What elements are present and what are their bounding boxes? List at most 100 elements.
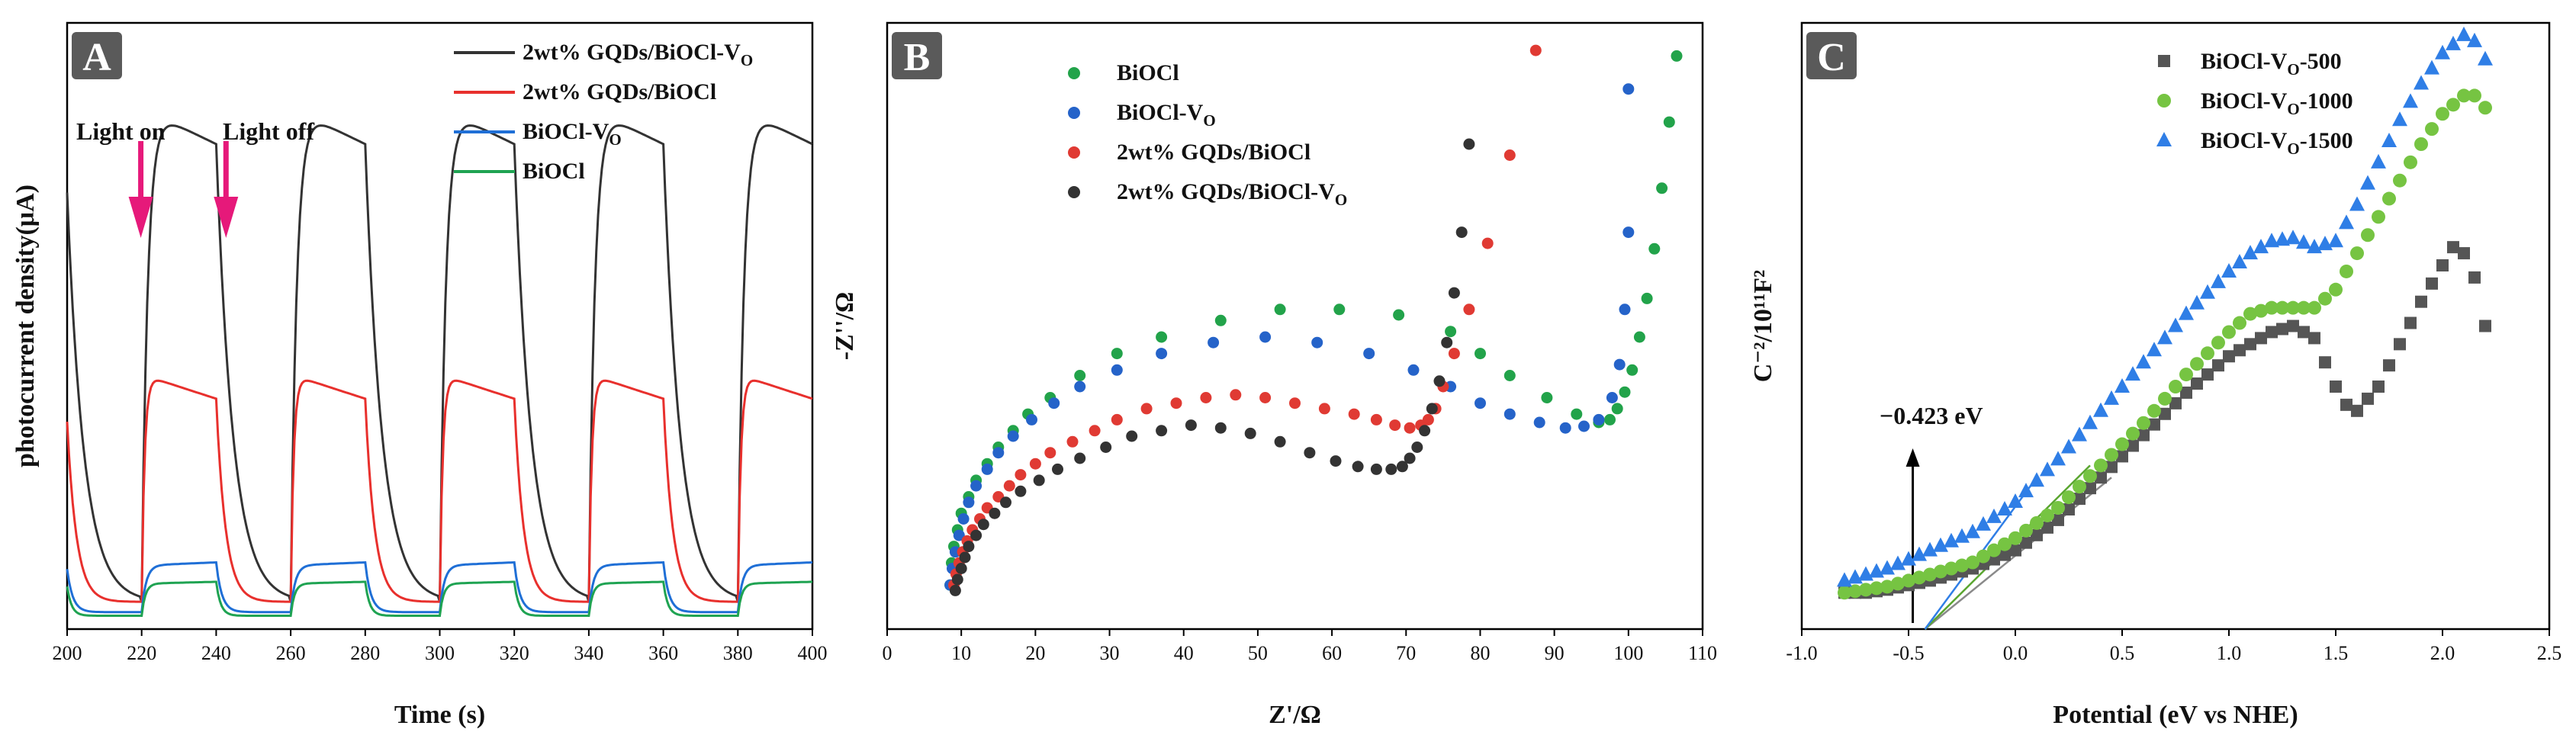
data-point-s0 — [1274, 303, 1286, 316]
data-point-s0 — [1571, 408, 1583, 420]
legend-swatch — [1068, 107, 1080, 119]
legend-swatch — [2156, 132, 2172, 146]
data-point-s2 — [1170, 397, 1182, 409]
data-point-s2 — [2232, 254, 2247, 269]
data-point-s3 — [1185, 419, 1197, 432]
data-point-s3 — [1433, 375, 1446, 387]
data-point-s1 — [2062, 490, 2076, 505]
data-point-s2 — [2349, 196, 2365, 211]
data-point-s2 — [2136, 354, 2151, 369]
data-point-s0 — [2063, 503, 2075, 515]
data-point-s1 — [1156, 348, 1168, 360]
data-point-s2 — [1463, 303, 1475, 316]
data-point-s1 — [1593, 413, 1605, 425]
data-point-s3 — [1463, 138, 1475, 150]
data-point-s1 — [2201, 346, 2214, 361]
data-point-s2 — [2435, 44, 2450, 59]
data-point-s2 — [2467, 32, 2482, 47]
data-point-s2 — [1289, 397, 1301, 409]
data-point-s2 — [2339, 214, 2354, 230]
data-point-s3 — [1448, 287, 1460, 299]
data-point-s0 — [2426, 277, 2438, 290]
legend-swatch — [1068, 186, 1080, 198]
data-point-s0 — [2404, 316, 2417, 329]
panel-badge — [1806, 32, 1857, 79]
data-point-s3 — [1033, 474, 1045, 486]
data-point-s0 — [2223, 350, 2235, 363]
data-point-s0 — [2180, 386, 2192, 399]
data-point-s1 — [2468, 88, 2481, 103]
data-point-s2 — [1901, 551, 1916, 566]
data-point-s2 — [2446, 35, 2461, 50]
plot-frame — [1800, 21, 2551, 631]
data-point-s3 — [963, 541, 975, 553]
data-point-s1 — [1208, 336, 1220, 348]
data-point-s0 — [1475, 348, 1486, 360]
x-tick-label-b: 100 — [1613, 642, 1643, 664]
data-point-s3 — [1074, 452, 1086, 464]
annotation-arrow-head — [128, 197, 153, 238]
legend-swatch — [2157, 94, 2171, 108]
data-point-s1 — [1998, 537, 2012, 551]
data-point-s0 — [2233, 344, 2246, 357]
data-point-s0 — [2020, 536, 2032, 549]
annotation-arrow-head — [214, 197, 239, 238]
data-point-s1 — [2243, 307, 2257, 321]
data-point-s0 — [2009, 544, 2021, 557]
data-point-s2 — [2456, 26, 2471, 41]
data-point-s0 — [2340, 398, 2352, 411]
x-tick-label-a: 340 — [574, 642, 603, 664]
data-point-s0 — [2287, 320, 2299, 332]
data-point-s2 — [1912, 546, 1927, 561]
data-point-s1 — [2211, 336, 2225, 350]
data-point-s0 — [2479, 320, 2491, 332]
x-tick-label-c: 1.0 — [2217, 642, 2242, 664]
data-point-s0 — [1648, 242, 1661, 255]
x-tick-label-a: 220 — [127, 642, 156, 664]
data-point-s1 — [1934, 564, 1947, 579]
x-tick-label-a: 400 — [798, 642, 828, 664]
data-point-s0 — [2159, 407, 2171, 420]
data-point-s1 — [1859, 583, 1873, 597]
data-point-s1 — [2286, 300, 2300, 315]
data-point-s2 — [1318, 403, 1330, 415]
data-point-s2 — [1111, 413, 1123, 425]
data-point-s3 — [989, 507, 1001, 519]
data-point-s3 — [955, 563, 967, 574]
data-point-s3 — [951, 573, 963, 586]
x-tick-label-b: 40 — [1174, 642, 1194, 664]
data-point-s1 — [1966, 555, 1979, 570]
data-point-s2 — [2253, 239, 2269, 254]
data-point-s2 — [1230, 389, 1242, 401]
data-point-s2 — [2414, 75, 2429, 90]
data-point-s2 — [2285, 230, 2301, 245]
data-point-s1 — [2446, 98, 2460, 112]
data-point-s3 — [1404, 452, 1416, 464]
data-point-s0 — [1604, 413, 1616, 425]
data-point-s2 — [1997, 500, 2012, 515]
data-point-s2 — [2125, 366, 2140, 381]
data-point-s0 — [1671, 50, 1683, 62]
data-point-s2 — [2275, 231, 2290, 246]
data-point-s1 — [2030, 515, 2044, 530]
data-point-s3 — [1015, 485, 1027, 497]
data-point-s1 — [981, 463, 993, 475]
data-point-s0 — [1111, 348, 1123, 360]
data-point-s0 — [2255, 332, 2267, 345]
data-point-s1 — [2340, 264, 2353, 278]
data-point-s0 — [2447, 241, 2459, 254]
data-point-s3 — [1000, 496, 1011, 509]
data-point-s0 — [1503, 370, 1516, 381]
x-tick-label-b: 80 — [1470, 642, 1490, 664]
y-axis-title-a: photocurrent density(μA) — [11, 185, 40, 467]
data-point-s1 — [1622, 226, 1635, 239]
data-point-s0 — [2041, 521, 2053, 534]
data-point-s0 — [2276, 323, 2288, 336]
data-point-s2 — [2008, 493, 2023, 509]
data-point-s1 — [2169, 380, 2182, 393]
data-point-s1 — [2350, 246, 2364, 261]
data-point-s1 — [2179, 368, 2193, 382]
legend-entry: 2wt% GQDs/BiOCl-VO — [1117, 179, 1347, 209]
data-point-s1 — [2073, 480, 2086, 494]
data-point-s1 — [1912, 570, 1926, 585]
